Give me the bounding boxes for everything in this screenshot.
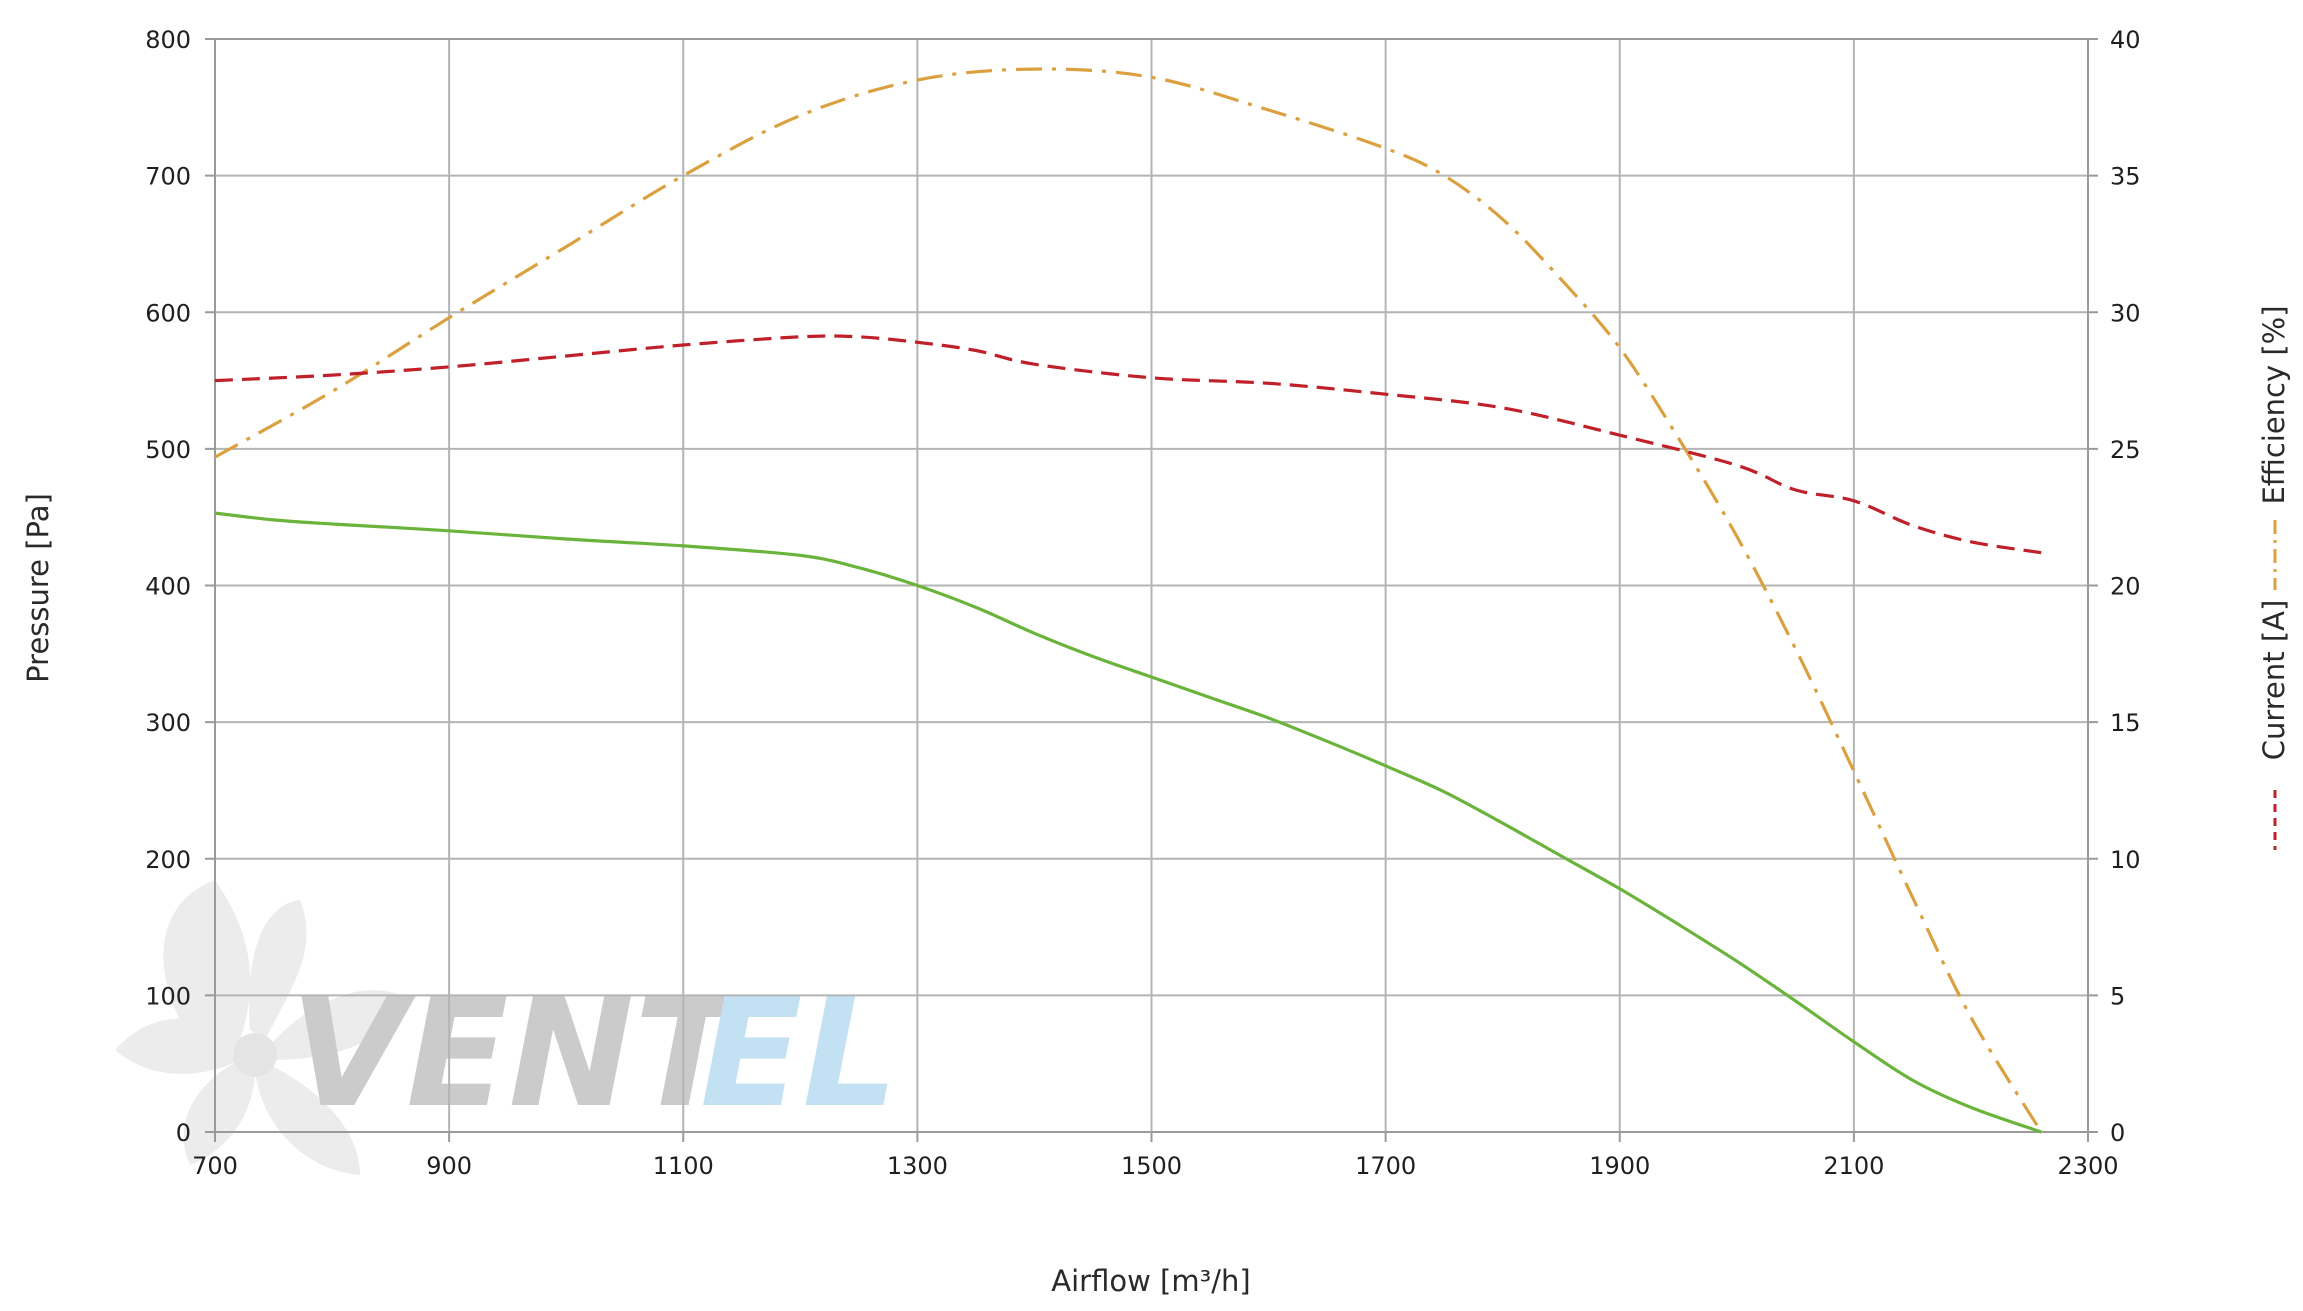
series-layer: [214, 67, 2043, 1134]
current-axis-title: Current [A]: [2257, 600, 2291, 761]
watermark-text-el: EL: [700, 967, 898, 1141]
x-tick-label: 1900: [1589, 1152, 1650, 1180]
y-tick-label: 0: [176, 1119, 191, 1147]
left-y-axis-ticks: 0 100 200 300 400 500 600 700 800: [145, 26, 191, 1147]
pressure-curve: [214, 511, 2042, 1134]
x-tick-label: 1500: [1121, 1152, 1182, 1180]
left-y-axis-title: Pressure [Pa]: [21, 493, 55, 683]
x-axis-ticks: 700 900 1100 1300 1500 1700 1900 2100 2300: [192, 1152, 2118, 1180]
x-tick-label: 1100: [653, 1152, 714, 1180]
y-tick-label: 300: [145, 709, 191, 737]
fan-blades-icon: [115, 880, 410, 1175]
y-tick-label: 200: [145, 846, 191, 874]
y-tick-label: 700: [145, 163, 191, 191]
y-tick-label: 800: [145, 26, 191, 54]
y2-tick-label: 10: [2110, 846, 2141, 874]
y-tick-label: 600: [145, 299, 191, 327]
y2-tick-label: 40: [2110, 26, 2141, 54]
y-tick-label: 500: [145, 436, 191, 464]
y2-tick-label: 30: [2110, 299, 2141, 327]
efficiency-curve: [214, 67, 2043, 1133]
y2-tick-label: 0: [2110, 1119, 2125, 1147]
right-y-axis-ticks: 0 5 10 15 20 25 30 35 40: [2110, 26, 2141, 1147]
y2-tick-label: 20: [2110, 573, 2141, 601]
x-tick-label: 700: [192, 1152, 238, 1180]
y2-tick-label: 25: [2110, 436, 2141, 464]
y-tick-label: 100: [145, 982, 191, 1010]
ventel-watermark-logo: VENT EL: [115, 880, 898, 1175]
x-tick-label: 1300: [887, 1152, 948, 1180]
x-tick-label: 2300: [2057, 1152, 2118, 1180]
watermark-text-vent: VENT: [290, 967, 747, 1141]
y2-tick-label: 5: [2110, 982, 2125, 1010]
x-tick-label: 2100: [1823, 1152, 1884, 1180]
x-tick-label: 900: [426, 1152, 472, 1180]
y2-tick-label: 35: [2110, 163, 2141, 191]
current-curve: [214, 334, 2042, 555]
right-axis-legend-efficiency: Efficiency [%]: [2257, 305, 2291, 590]
right-axis-legend-current: Current [A]: [2257, 600, 2291, 850]
efficiency-axis-title: Efficiency [%]: [2257, 305, 2291, 504]
y2-tick-label: 15: [2110, 709, 2141, 737]
plot-frame: [214, 38, 2089, 1133]
y-tick-label: 400: [145, 573, 191, 601]
x-axis-title: Airflow [m³/h]: [1051, 1264, 1250, 1298]
x-tick-label: 1700: [1355, 1152, 1416, 1180]
